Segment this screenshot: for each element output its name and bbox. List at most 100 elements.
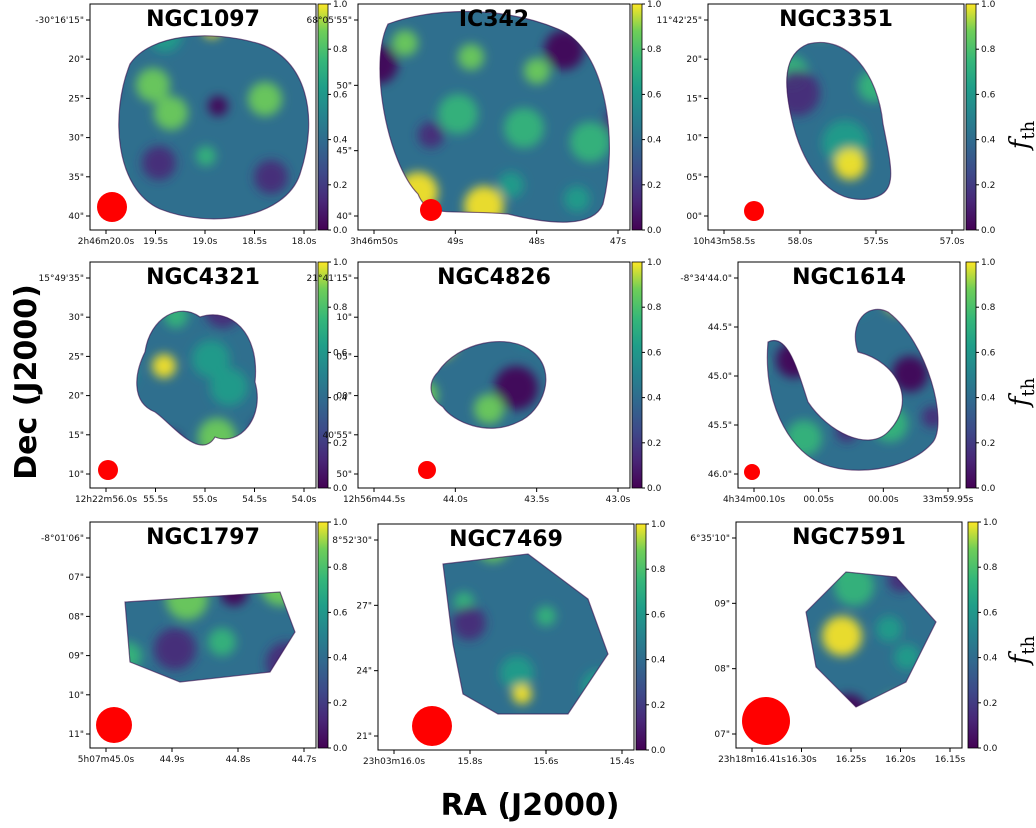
panel-title: NGC1614 bbox=[792, 265, 906, 290]
svg-text:fth: fth bbox=[1005, 120, 1036, 151]
beam-ngc1797 bbox=[96, 707, 132, 743]
y-tick-label: 11" bbox=[68, 730, 84, 740]
colorbar-tick-label: 0.0 bbox=[333, 484, 348, 494]
beam-ngc1097 bbox=[97, 192, 127, 222]
y-tick-label: 10" bbox=[336, 313, 352, 323]
x-tick-label: 16.15s bbox=[935, 755, 966, 765]
y-tick-label: 25" bbox=[68, 94, 84, 104]
colorbar-tick-label: 0.8 bbox=[983, 563, 998, 573]
colorbar-tick-label: 0.0 bbox=[333, 744, 348, 754]
panel-title: NGC3351 bbox=[779, 7, 893, 32]
heatmap-ic342 bbox=[379, 11, 610, 223]
colorbar-tick-label: 1.0 bbox=[647, 258, 662, 268]
y-axis-label: Dec (J2000) bbox=[9, 284, 44, 480]
colorbar bbox=[317, 3, 329, 231]
x-tick-label: 44.8s bbox=[226, 755, 251, 765]
heatmap-ngc7469 bbox=[443, 554, 608, 714]
y-tick-label: 15" bbox=[686, 94, 702, 104]
y-tick-label: 08" bbox=[714, 665, 730, 675]
colorbar-tick-label: 0.6 bbox=[647, 348, 662, 358]
panel-ngc7469: NGC7469 8°52'30" 27" 24" 21" 23h03m16.0s 15.8s… bbox=[332, 520, 665, 767]
x-tick-label: 19.5s bbox=[143, 237, 168, 247]
colorbar-tick-label: 0.2 bbox=[981, 439, 995, 449]
x-tick-label: 2h46m20.0s bbox=[78, 237, 135, 247]
y-tick-label: 10" bbox=[68, 691, 84, 701]
colorbar-tick-label: 0.4 bbox=[981, 394, 996, 404]
x-tick-label: 3h46m50s bbox=[350, 237, 398, 247]
y-tick-label: 45.0" bbox=[708, 372, 732, 382]
colorbar-tick-label: 0.0 bbox=[647, 226, 662, 236]
colorbar-tick-label: 0.8 bbox=[333, 45, 348, 55]
y-tick-label: 50" bbox=[336, 470, 352, 480]
y-tick-label: 00" bbox=[336, 392, 352, 402]
y-tick-label: 30" bbox=[68, 313, 84, 323]
colorbar-tick-label: 0.4 bbox=[981, 136, 996, 146]
x-tick-label: 54.0s bbox=[292, 495, 317, 505]
panel-ngc1097: NGC1097 -30°16'15" 20" 25" 30" 35" 40" 2h46m20.… bbox=[35, 0, 347, 247]
colorbar-tick-label: 0.8 bbox=[651, 565, 666, 575]
y-tick-label: 44.5" bbox=[708, 323, 732, 333]
y-tick-label: 40'55" bbox=[322, 431, 352, 441]
y-tick-label: 25" bbox=[68, 352, 84, 362]
x-tick-label: 49s bbox=[447, 237, 463, 247]
colorbar-tick-label: 0.4 bbox=[333, 654, 348, 664]
colorbar-tick-label: 0.8 bbox=[981, 45, 996, 55]
y-tick-label: 8°52'30" bbox=[332, 536, 372, 546]
y-tick-label: 68°05'55" bbox=[307, 16, 352, 26]
y-tick-label: 45.5" bbox=[708, 421, 732, 431]
colorbar bbox=[967, 521, 979, 749]
y-tick-label: 15°49'35" bbox=[39, 274, 84, 284]
colorbar-tick-label: 0.6 bbox=[333, 348, 348, 358]
colorbar-label-row1: fth bbox=[1005, 120, 1036, 151]
y-tick-label: 21" bbox=[356, 732, 372, 742]
colorbar-tick-label: 0.0 bbox=[333, 226, 348, 236]
x-tick-label: 16.25s bbox=[836, 755, 867, 765]
y-tick-label: 6°35'10" bbox=[690, 534, 730, 544]
panel-ngc4826: NGC4826 21°41'15" 10" 05" 00" 40'55" 50" 12h56m… bbox=[307, 258, 662, 505]
panel-title: NGC7469 bbox=[449, 527, 563, 552]
x-tick-label: 43.0s bbox=[606, 495, 631, 505]
y-tick-label: 27" bbox=[356, 601, 372, 611]
panel-title: NGC1797 bbox=[146, 525, 260, 550]
beam-ngc1614 bbox=[744, 464, 760, 480]
colorbar-tick-label: 0.6 bbox=[983, 608, 998, 618]
colorbar-tick-label: 0.2 bbox=[647, 181, 661, 191]
colorbar-tick-label: 0.6 bbox=[651, 610, 666, 620]
y-tick-label: 20" bbox=[68, 392, 84, 402]
x-tick-label: 44.7s bbox=[292, 755, 317, 765]
heatmap-ngc4321 bbox=[136, 311, 258, 446]
colorbar-label-row2: fth bbox=[1005, 377, 1036, 408]
colorbar-tick-label: 1.0 bbox=[333, 0, 348, 10]
x-tick-label: 18.5s bbox=[242, 237, 267, 247]
colorbar-tick-label: 0.4 bbox=[647, 394, 662, 404]
x-tick-label: 44.0s bbox=[443, 495, 468, 505]
colorbar bbox=[965, 261, 977, 489]
x-tick-label: 23h03m16.0s bbox=[363, 757, 425, 767]
y-tick-label: 45" bbox=[336, 147, 352, 157]
x-tick-label: 55.5s bbox=[143, 495, 168, 505]
colorbar-tick-label: 0.4 bbox=[647, 136, 662, 146]
colorbar-tick-label: 0.2 bbox=[651, 701, 665, 711]
colorbar-tick-label: 1.0 bbox=[333, 258, 348, 268]
colorbar-tick-label: 0.6 bbox=[333, 608, 348, 618]
panel-title: NGC1097 bbox=[146, 7, 260, 32]
colorbar-tick-label: 0.8 bbox=[647, 45, 662, 55]
colorbar-tick-label: 0.8 bbox=[647, 303, 662, 313]
x-tick-label: 43.5s bbox=[524, 495, 549, 505]
colorbar bbox=[317, 521, 329, 749]
colorbar-tick-label: 0.4 bbox=[333, 394, 348, 404]
x-tick-label: 16.30s bbox=[786, 755, 817, 765]
y-tick-label: -8°01'06" bbox=[41, 534, 84, 544]
y-tick-label: 09" bbox=[714, 599, 730, 609]
y-tick-label: 08" bbox=[68, 612, 84, 622]
x-tick-label: 58.0s bbox=[788, 237, 813, 247]
colorbar bbox=[317, 261, 329, 489]
colorbar-tick-label: 0.2 bbox=[647, 439, 661, 449]
colorbar-tick-label: 1.0 bbox=[983, 518, 998, 528]
panel-ngc7591: NGC7591 6°35'10" 09" 08" 07" 23h18m16.41s 16.3… bbox=[690, 518, 997, 765]
x-tick-label: 33m59.95s bbox=[923, 495, 974, 505]
x-tick-label: 12h56m44.5s bbox=[343, 495, 405, 505]
panel-ngc1797: NGC1797 -8°01'06" 07" 08" 09" 10" 11" 5h07m45.0… bbox=[41, 518, 348, 765]
x-axis-label: RA (J2000) bbox=[441, 788, 620, 823]
colorbar-label-row3: fth bbox=[1005, 635, 1036, 666]
